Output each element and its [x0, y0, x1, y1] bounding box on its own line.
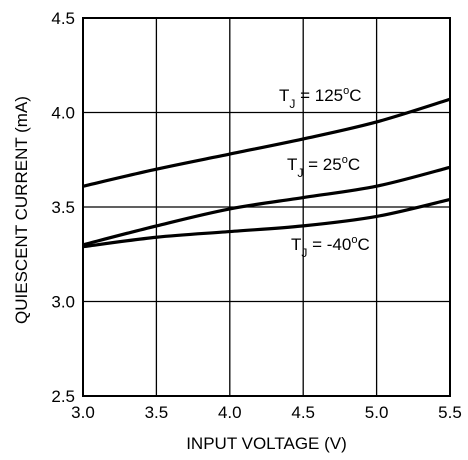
series-label-0: TJ = 125oC [279, 85, 362, 111]
x-tick-label: 5.5 [438, 403, 462, 422]
x-tick-labels: 3.0 3.5 4.0 4.5 5.0 5.5 [71, 403, 462, 422]
y-tick-label: 3.5 [51, 198, 75, 217]
y-tick-label: 3.0 [51, 293, 75, 312]
x-tick-label: 3.0 [71, 403, 95, 422]
chart-grid [83, 18, 450, 396]
plot-frame [82, 17, 451, 397]
y-tick-label: 4.5 [51, 9, 75, 28]
series-line-0 [82, 97, 451, 188]
series-label-2: TJ = -40oC [291, 234, 370, 260]
series-label-1: TJ = 25oC [287, 154, 360, 180]
x-tick-label: 4.0 [218, 403, 242, 422]
series-line-1 [82, 165, 451, 247]
x-tick-label: 5.0 [365, 403, 389, 422]
x-tick-label: 3.5 [145, 403, 169, 422]
series-line-2 [82, 197, 451, 249]
y-tick-labels: 2.5 3.0 3.5 4.0 4.5 [51, 9, 75, 406]
x-tick-label: 4.5 [291, 403, 315, 422]
y-axis-title: QUIESCENT CURRENT (mA) [12, 96, 31, 324]
chart-series-lines [82, 97, 451, 249]
y-tick-label: 4.0 [51, 104, 75, 123]
y-tick-label: 2.5 [51, 387, 75, 406]
x-axis-title: INPUT VOLTAGE (V) [186, 434, 347, 453]
series-labels: TJ = 125oC TJ = 25oC TJ = -40oC [279, 85, 370, 260]
